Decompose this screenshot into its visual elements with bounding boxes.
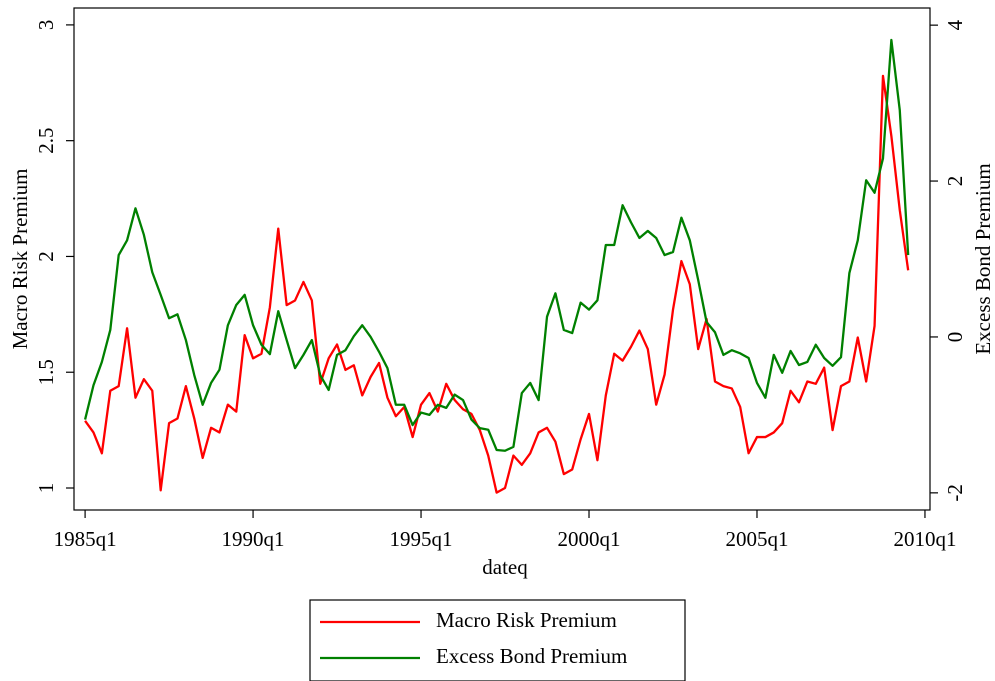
y2-axis-label: Excess Bond Premium	[971, 163, 995, 354]
x-tick-label: 2005q1	[725, 527, 788, 551]
x-axis-label: dateq	[482, 555, 528, 579]
y-tick-label: 3	[34, 20, 58, 31]
y2-tick-label: 0	[943, 332, 967, 343]
y2-tick-label: 2	[943, 176, 967, 187]
y-tick-label: 2	[34, 251, 58, 262]
x-tick-label: 1985q1	[54, 527, 117, 551]
y-tick-label: 1.5	[34, 359, 58, 385]
legend-box	[309, 599, 686, 681]
y2-tick-label: -2	[943, 484, 967, 502]
plot-frame	[73, 7, 931, 511]
y2-tick-label: 4	[943, 19, 967, 30]
series-line	[83, 38, 910, 452]
y-tick-label: 2.5	[34, 128, 58, 154]
y-axis-label: Macro Risk Premium	[8, 169, 32, 350]
legend-label: Macro Risk Premium	[436, 608, 617, 632]
x-tick-label: 1990q1	[222, 527, 285, 551]
x-tick-label: 1995q1	[390, 527, 453, 551]
x-tick-label: 2010q1	[893, 527, 956, 551]
series-line	[84, 74, 910, 494]
legend-label: Excess Bond Premium	[436, 644, 627, 668]
x-tick-label: 2000q1	[558, 527, 621, 551]
y-tick-label: 1	[34, 483, 58, 494]
